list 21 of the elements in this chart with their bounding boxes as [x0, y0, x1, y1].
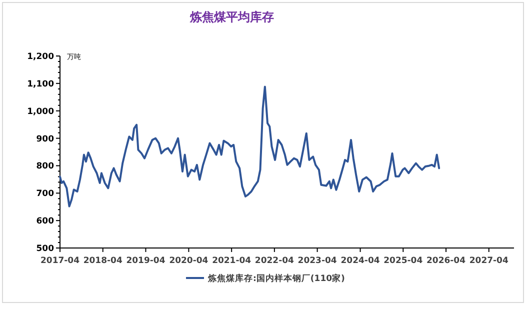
x-tick-label: 2019-04	[126, 256, 166, 266]
x-tick-label: 2017-04	[40, 256, 80, 266]
y-tick-label: 1,000	[27, 106, 54, 117]
x-tick-label: 2024-04	[340, 256, 380, 266]
x-tick-label: 2023-04	[298, 256, 337, 266]
x-tick-label: 2026-04	[426, 256, 466, 266]
chart-title: 炼焦煤平均库存	[189, 10, 274, 24]
y-tick-label: 700	[36, 189, 54, 200]
y-tick-label: 600	[36, 216, 54, 227]
x-tick-label: 2021-04	[212, 256, 252, 266]
legend-label: 炼焦煤库存:国内样本钢厂(110家)	[207, 273, 346, 284]
y-tick-label: 1,200	[27, 52, 54, 62]
x-tick-label: 2020-04	[169, 256, 208, 266]
y-tick-label: 1,100	[27, 79, 54, 90]
y-tick-label: 800	[36, 162, 54, 172]
y-tick-label: 500	[36, 244, 54, 254]
x-tick-label: 2025-04	[384, 256, 423, 266]
x-tick-label: 2018-04	[83, 256, 122, 266]
x-tick-label: 2027-04	[469, 256, 508, 266]
x-tick-label: 2022-04	[254, 256, 294, 266]
y-tick-label: 900	[36, 134, 54, 144]
